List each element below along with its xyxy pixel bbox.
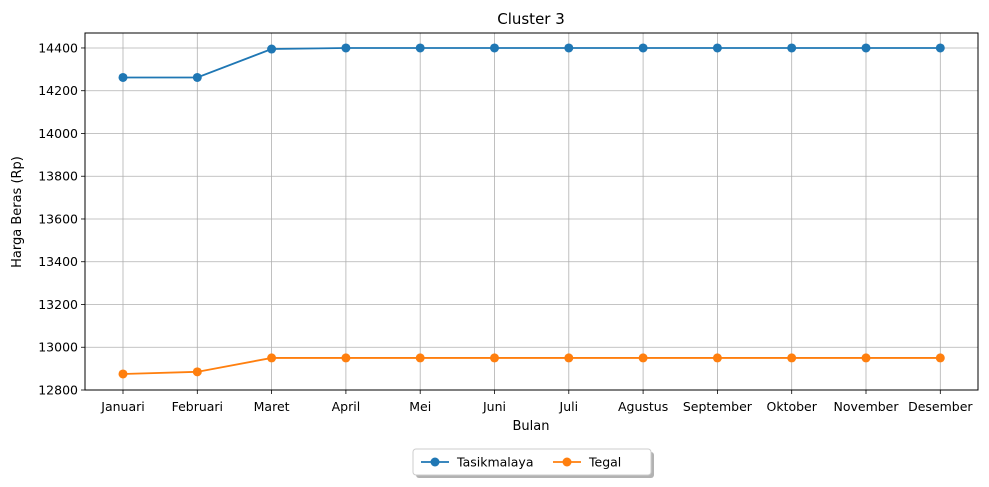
legend-marker xyxy=(562,457,572,467)
data-point xyxy=(935,353,945,363)
chart-title: Cluster 3 xyxy=(497,10,565,28)
y-tick-label: 13800 xyxy=(38,169,78,184)
series-line xyxy=(123,47,941,79)
y-tick-label: 13000 xyxy=(38,340,78,355)
y-tick-label: 13600 xyxy=(38,211,78,226)
data-point xyxy=(638,353,648,363)
series-tegal xyxy=(118,353,945,379)
series-line xyxy=(122,357,941,375)
legend-marker xyxy=(430,457,440,467)
y-tick-label: 14000 xyxy=(38,126,78,141)
legend-entry-tasikmalaya: Tasikmalaya xyxy=(421,455,533,470)
legend: Tasikmalaya Tegal xyxy=(412,448,654,478)
y-tick-label: 14200 xyxy=(38,83,78,98)
y-tick-label: 12800 xyxy=(38,383,78,398)
data-point xyxy=(192,367,202,377)
grid-lines xyxy=(85,33,978,391)
data-point xyxy=(638,43,648,53)
x-axis: Januari Februari Maret April Mei Juni Juli Agus… xyxy=(100,390,973,414)
data-point xyxy=(192,72,202,82)
data-point xyxy=(712,353,722,363)
legend-label: Tasikmalaya xyxy=(456,455,533,470)
x-tick-label: November xyxy=(833,399,899,414)
series-tasikmalaya xyxy=(118,43,945,82)
y-axis-label: Harga Beras (Rp) xyxy=(10,156,25,268)
data-point xyxy=(935,43,945,53)
x-tick-label: Maret xyxy=(254,399,290,414)
data-point xyxy=(118,369,128,379)
data-point xyxy=(787,353,797,363)
x-tick-label: Desember xyxy=(908,399,973,414)
legend-box xyxy=(412,448,652,476)
data-point xyxy=(118,72,128,82)
legend-entry-tegal: Tegal xyxy=(553,455,621,470)
x-tick-label: Juni xyxy=(482,399,506,414)
data-point xyxy=(267,44,277,54)
plot-frame xyxy=(84,32,979,391)
x-tick-label: Oktober xyxy=(767,399,818,414)
data-point xyxy=(341,353,351,363)
x-axis-label: Bulan xyxy=(513,419,550,434)
data-point xyxy=(564,43,574,53)
y-axis: 12800 13000 13200 13400 13600 13800 14000 14200… xyxy=(38,40,85,398)
data-point xyxy=(712,43,722,53)
data-point xyxy=(267,353,277,363)
data-point xyxy=(861,353,871,363)
data-point xyxy=(564,353,574,363)
data-point xyxy=(341,43,351,53)
x-tick-label: Agustus xyxy=(618,399,668,414)
legend-label: Tegal xyxy=(588,455,621,470)
data-point xyxy=(787,43,797,53)
data-point xyxy=(415,43,425,53)
data-point xyxy=(490,353,499,363)
x-tick-label: Mei xyxy=(409,399,431,414)
x-tick-label: April xyxy=(332,399,361,414)
x-tick-label: Februari xyxy=(172,399,223,414)
data-point xyxy=(490,43,499,53)
series-group xyxy=(118,43,945,379)
y-tick-label: 13200 xyxy=(38,297,78,312)
y-tick-label: 14400 xyxy=(38,40,78,55)
data-point xyxy=(415,353,425,363)
x-tick-label: Juli xyxy=(559,399,579,414)
data-point xyxy=(861,43,871,53)
x-tick-label: September xyxy=(683,399,753,414)
x-tick-label: Januari xyxy=(100,399,144,414)
y-tick-label: 13400 xyxy=(38,254,78,269)
